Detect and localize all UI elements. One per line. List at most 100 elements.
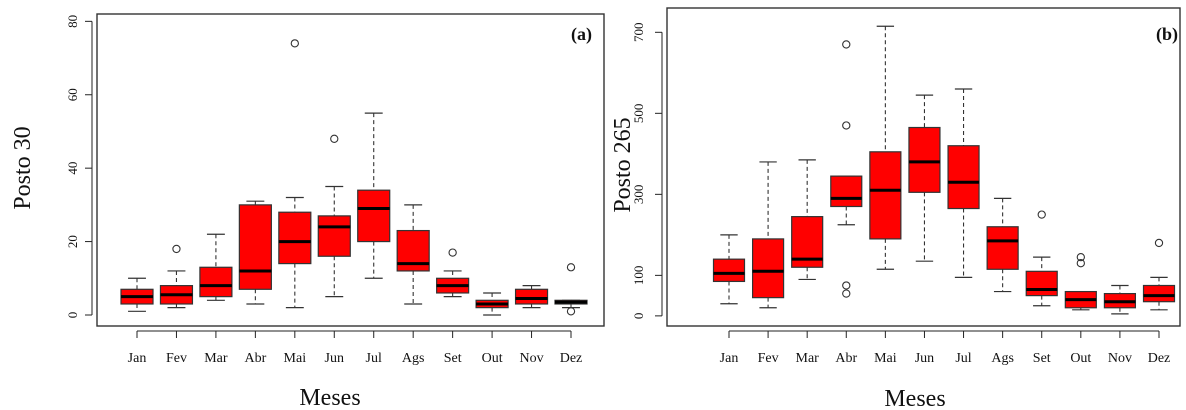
box-jan	[712, 234, 746, 305]
outlier-point	[842, 121, 851, 130]
x-axis-title: Meses	[884, 386, 945, 410]
x-tick-label: Nov	[1108, 351, 1132, 366]
x-tick-label: Fev	[166, 351, 187, 366]
x-tick-label: Jun	[915, 351, 934, 366]
iqr-box	[238, 204, 272, 290]
x-tick-label: Out	[1070, 351, 1091, 366]
box-jul	[947, 88, 980, 278]
outlier-point	[330, 134, 339, 143]
box-jul	[357, 112, 391, 279]
box-dez	[1142, 238, 1176, 311]
iqr-box	[830, 175, 863, 208]
box-out	[475, 292, 509, 316]
box-mar	[791, 159, 824, 281]
outlier-point	[1076, 259, 1085, 268]
iqr-box	[278, 211, 312, 265]
x-tick-label: Mar	[204, 351, 228, 366]
box-ags	[986, 197, 1019, 293]
x-tick-label: Out	[482, 351, 503, 366]
box-fev	[751, 161, 785, 309]
box-mar	[199, 233, 233, 301]
outlier-point	[1154, 238, 1164, 248]
y-tick-label: 20	[65, 235, 80, 248]
outlier-point	[842, 40, 851, 49]
y-axis-title: Posto 30	[10, 126, 36, 209]
x-tick-label: Set	[444, 351, 462, 366]
x-tick-label: Mai	[284, 351, 307, 366]
y-axis: 0 20 40 60 80	[65, 15, 93, 319]
x-tick-label: Jan	[128, 351, 147, 366]
boxplot-marks	[712, 25, 1176, 315]
box-dez	[554, 263, 588, 316]
box-abr	[830, 40, 863, 298]
y-tick-label: 80	[65, 15, 80, 28]
y-tick-label: 700	[631, 23, 646, 43]
x-tick-label: Jun	[325, 351, 344, 366]
x-tick-label: Mai	[874, 351, 897, 366]
panel-label: (b)	[1156, 24, 1178, 45]
x-tick-label: Ags	[402, 351, 425, 366]
box-nov	[514, 285, 549, 309]
box-ags	[396, 204, 430, 305]
box-set	[1025, 210, 1058, 307]
x-tick-label: Abr	[835, 351, 857, 366]
y-tick-label: 100	[631, 266, 646, 286]
outlier-point	[566, 307, 576, 316]
iqr-box	[986, 226, 1019, 270]
panel-b: 0 100 300 500 700 Jan Fev Mar Abr Mai Jun Jul Ags Se…	[610, 7, 1181, 410]
x-axis: Jan Fev Mar Abr Mai Jun Jul Ags Set Out Nov Dez	[128, 330, 583, 366]
x-axis: Jan Fev Mar Abr Mai Jun Jul Ags Set Out Nov Dez	[720, 330, 1171, 366]
outlier-point	[172, 244, 181, 254]
y-axis-title: Posto 265	[610, 117, 636, 212]
x-tick-label: Mar	[796, 351, 820, 366]
box-mai	[278, 39, 312, 309]
y-tick-label: 300	[631, 185, 646, 205]
iqr-box	[1142, 284, 1176, 303]
iqr-box	[712, 258, 746, 283]
x-tick-label: Ags	[991, 351, 1014, 366]
boxplot-marks	[120, 39, 588, 316]
box-abr	[238, 200, 272, 305]
y-tick-label: 500	[631, 104, 646, 124]
plot-frame	[666, 7, 1181, 327]
outlier-point	[566, 263, 576, 272]
box-jan	[120, 277, 154, 312]
iqr-box	[908, 126, 941, 193]
outlier-point	[842, 289, 851, 298]
y-tick-label: 0	[631, 313, 646, 320]
iqr-box	[357, 189, 391, 243]
outlier-point	[1076, 252, 1085, 262]
x-tick-label: Dez	[560, 351, 583, 366]
x-axis-title: Meses	[299, 385, 360, 410]
x-tick-label: Fev	[758, 351, 779, 366]
outlier-point	[842, 281, 851, 290]
iqr-box	[199, 266, 233, 298]
y-axis: 0 100 300 500 700	[631, 23, 663, 320]
panel-a: 0 20 40 60 80 Jan Fev Mar Abr Mai Jun Jul Ags Set Out…	[10, 13, 605, 410]
x-tick-label: Jul	[955, 351, 971, 366]
box-fev	[159, 244, 194, 309]
x-tick-label: Set	[1033, 351, 1051, 366]
box-jun	[908, 94, 941, 262]
x-tick-label: Dez	[1148, 351, 1171, 366]
iqr-box	[869, 151, 902, 240]
x-tick-label: Jul	[366, 351, 382, 366]
box-mai	[869, 25, 902, 270]
iqr-box	[751, 238, 785, 299]
panel-label: (a)	[571, 24, 592, 45]
iqr-box	[947, 145, 980, 210]
outlier-point	[290, 39, 299, 48]
outlier-point	[1037, 210, 1046, 219]
x-tick-label: Nov	[519, 351, 543, 366]
box-out	[1064, 252, 1097, 311]
box-nov	[1103, 284, 1137, 315]
outlier-point	[448, 248, 457, 257]
plot-frame	[96, 13, 605, 327]
iqr-box	[1025, 270, 1058, 297]
iqr-box	[514, 288, 549, 305]
box-jun	[317, 134, 351, 298]
x-tick-label: Jan	[720, 351, 739, 366]
y-tick-label: 0	[65, 312, 80, 319]
